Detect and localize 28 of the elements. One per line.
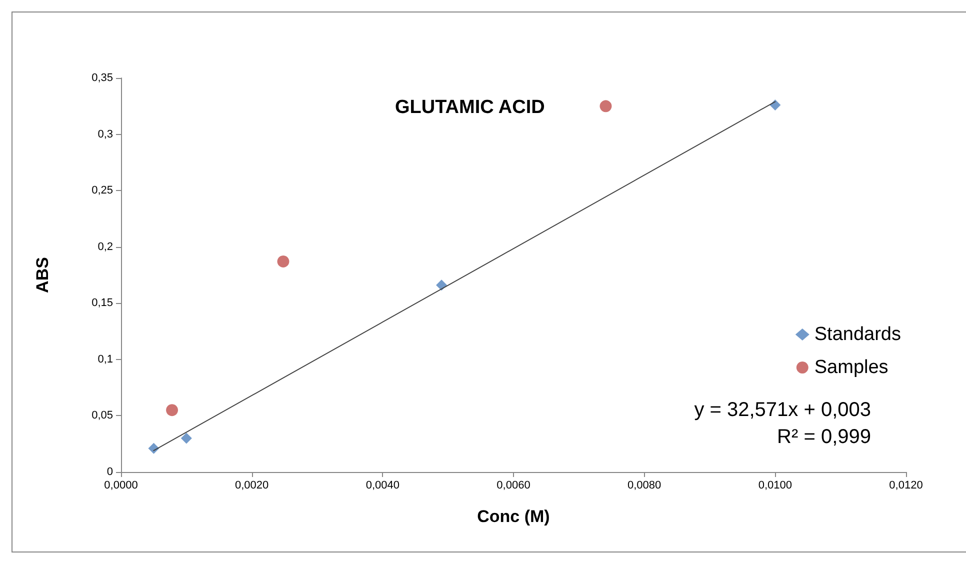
y-tick-label: 0,1 [98, 353, 113, 366]
point [180, 432, 192, 444]
annotation: R² = 0,999 [777, 426, 872, 448]
y-tick-label: 0,35 [92, 72, 113, 84]
point [148, 442, 160, 454]
y-tick-label: 0,2 [98, 240, 113, 253]
y-tick-label: 0,3 [98, 128, 113, 140]
y-axis-title: ABS [33, 257, 52, 293]
legend-label: Samples [814, 357, 888, 378]
x-tick-label: 0,0080 [628, 480, 662, 492]
x-tick-label: 0,0060 [496, 480, 530, 492]
y-tick-label: 0,15 [92, 297, 113, 310]
x-tick-label: 0,0020 [235, 480, 269, 492]
text: GLUTAMIC ACID [395, 97, 545, 118]
x-tick-label: 0,0120 [889, 480, 923, 492]
x-tick-label: 0,0040 [366, 480, 400, 492]
point [277, 255, 290, 268]
y-tick-label: 0,25 [92, 184, 113, 197]
legend-label: Standards [814, 324, 902, 345]
x-axis-title: Conc (M) [477, 507, 550, 526]
point [436, 280, 448, 291]
x-tick-label: 0,0000 [104, 480, 138, 492]
x-tick-label: 0,0100 [758, 480, 792, 492]
point [600, 100, 612, 112]
y-tick-label: 0 [106, 466, 113, 478]
annotation: y = 32,571x + 0,003 [694, 399, 872, 421]
point [166, 404, 178, 416]
y-tick-label: 0,05 [92, 410, 113, 422]
